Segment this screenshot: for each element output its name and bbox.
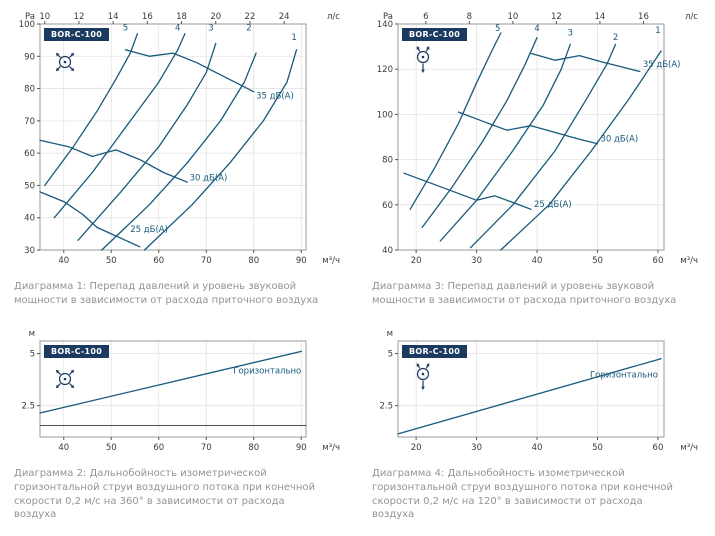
fan-120-icon	[408, 45, 438, 79]
svg-text:14: 14	[595, 12, 606, 22]
svg-text:50: 50	[106, 443, 117, 453]
svg-text:70: 70	[24, 117, 35, 127]
svg-text:80: 80	[248, 443, 259, 453]
svg-text:70: 70	[201, 443, 212, 453]
svg-text:100: 100	[377, 110, 393, 120]
svg-text:40: 40	[532, 443, 543, 453]
svg-text:120: 120	[377, 65, 393, 75]
svg-text:24: 24	[279, 12, 290, 22]
svg-text:8: 8	[467, 12, 472, 22]
svg-text:60: 60	[653, 256, 664, 266]
model-badge: BOR-C-100	[402, 28, 468, 41]
svg-text:30: 30	[24, 246, 35, 256]
fan-360-icon	[50, 45, 80, 79]
svg-text:18: 18	[176, 12, 187, 22]
svg-text:90: 90	[296, 256, 307, 266]
svg-text:50: 50	[106, 256, 117, 266]
svg-text:60: 60	[382, 201, 393, 211]
svg-text:30 дБ(А): 30 дБ(А)	[190, 174, 228, 184]
svg-text:10: 10	[39, 12, 50, 22]
fan-120-icon	[408, 362, 438, 396]
svg-text:30: 30	[471, 443, 482, 453]
svg-text:Горизонтально: Горизонтально	[590, 371, 658, 381]
svg-text:л/с: л/с	[327, 12, 340, 22]
svg-text:4: 4	[534, 24, 539, 34]
svg-text:35 дБ(А): 35 дБ(А)	[643, 60, 681, 70]
svg-text:80: 80	[248, 256, 259, 266]
svg-text:40: 40	[58, 256, 69, 266]
model-badge: BOR-C-100	[44, 28, 110, 41]
svg-text:1: 1	[655, 26, 660, 36]
svg-text:40: 40	[58, 443, 69, 453]
svg-text:50: 50	[24, 181, 35, 191]
svg-text:2: 2	[613, 33, 618, 43]
svg-text:20: 20	[411, 256, 422, 266]
diagram-1-chart: 40 50 60 70 80 90 м³/ч 30 40 50 60 70 80 90 100 Pa 10 12 1…	[10, 8, 342, 270]
svg-text:12: 12	[551, 12, 562, 22]
svg-text:40: 40	[532, 256, 543, 266]
svg-text:Горизонтально: Горизонтально	[233, 367, 301, 377]
diagram-4-chart: 20 30 40 50 60 м³/ч 2.5 5 м Горизонтально BOR-C-1…	[368, 325, 700, 457]
svg-text:30: 30	[471, 256, 482, 266]
svg-text:30 дБ(А): 30 дБ(А)	[601, 135, 639, 145]
diagram-2-caption: Диаграмма 2: Дальнобойность изометрическ…	[14, 468, 315, 521]
svg-text:4: 4	[175, 23, 180, 33]
model-badge: BOR-C-100	[44, 345, 110, 359]
svg-text:60: 60	[153, 256, 164, 266]
svg-text:60: 60	[653, 443, 664, 453]
svg-text:80: 80	[24, 85, 35, 95]
svg-text:Pa: Pa	[383, 12, 393, 22]
svg-text:60: 60	[24, 149, 35, 159]
svg-text:40: 40	[382, 246, 393, 256]
svg-text:5: 5	[123, 23, 128, 33]
svg-text:35 дБ(А): 35 дБ(А)	[256, 91, 294, 101]
svg-text:22: 22	[245, 12, 256, 22]
diagram-3-chart: 20 30 40 50 60 м³/ч 40 60 80 100 120 140 Pa 6 8 10 12 14 1…	[368, 8, 700, 270]
svg-text:60: 60	[153, 443, 164, 453]
svg-text:5: 5	[495, 24, 500, 34]
svg-text:20: 20	[210, 12, 221, 22]
svg-text:90: 90	[296, 443, 307, 453]
svg-text:м³/ч: м³/ч	[322, 256, 340, 266]
svg-text:3: 3	[568, 28, 573, 38]
svg-text:2: 2	[246, 23, 251, 33]
svg-text:3: 3	[208, 23, 213, 33]
svg-text:16: 16	[638, 12, 649, 22]
svg-text:100: 100	[19, 20, 35, 30]
svg-text:10: 10	[507, 12, 518, 22]
svg-text:90: 90	[24, 52, 35, 62]
svg-text:м³/ч: м³/ч	[322, 443, 340, 453]
svg-text:20: 20	[411, 443, 422, 453]
svg-text:1: 1	[291, 33, 296, 43]
svg-text:5: 5	[30, 350, 35, 360]
svg-text:2.5: 2.5	[21, 402, 35, 412]
svg-text:16: 16	[142, 12, 153, 22]
svg-text:40: 40	[24, 214, 35, 224]
svg-text:м: м	[29, 329, 35, 339]
svg-text:50: 50	[592, 443, 603, 453]
svg-text:50: 50	[592, 256, 603, 266]
diagram-4-caption: Диаграмма 4: Дальнобойность изометрическ…	[372, 468, 673, 521]
fan-360-icon	[50, 362, 80, 396]
diagram-3-caption: Диаграмма 3: Перепад давлений и уровень …	[372, 280, 677, 306]
svg-text:14: 14	[108, 12, 119, 22]
diagram-1-caption: Диаграмма 1: Перепад давлений и уровень …	[14, 280, 319, 306]
diagram-2-chart: 40 50 60 70 80 90 м³/ч 2.5 5 м Горизонтально BOR-C…	[10, 325, 342, 457]
svg-text:м: м	[387, 329, 393, 339]
svg-text:25 дБ(А): 25 дБ(А)	[130, 225, 168, 235]
svg-text:2.5: 2.5	[379, 402, 393, 412]
model-badge: BOR-C-100	[402, 345, 468, 359]
svg-text:80: 80	[382, 156, 393, 166]
svg-text:25 дБ(А): 25 дБ(А)	[534, 200, 572, 210]
svg-text:12: 12	[74, 12, 85, 22]
svg-text:Pa: Pa	[25, 12, 35, 22]
svg-text:м³/ч: м³/ч	[680, 256, 698, 266]
svg-text:5: 5	[388, 350, 393, 360]
svg-text:70: 70	[201, 256, 212, 266]
svg-text:6: 6	[423, 12, 428, 22]
svg-text:л/с: л/с	[685, 12, 698, 22]
svg-text:м³/ч: м³/ч	[680, 443, 698, 453]
svg-text:140: 140	[377, 20, 393, 30]
